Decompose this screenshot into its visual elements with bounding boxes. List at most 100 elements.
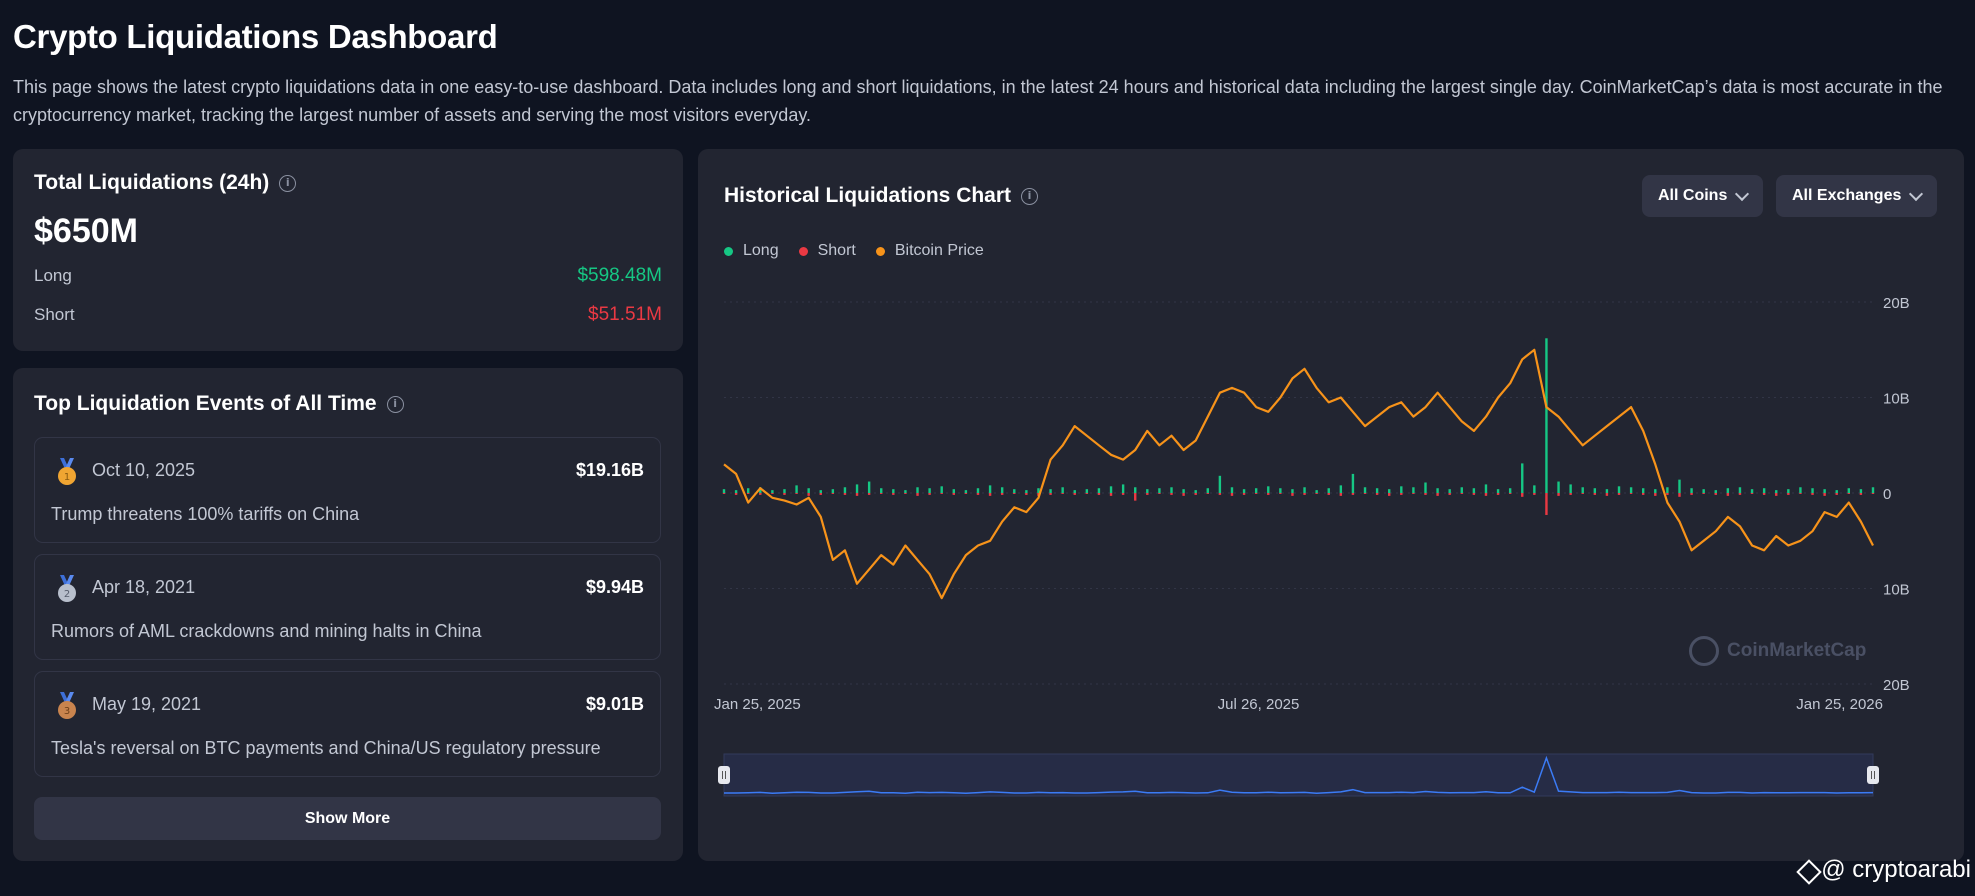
long-bar bbox=[1642, 488, 1645, 493]
long-bar bbox=[1037, 488, 1040, 493]
y-tick-label: 10B bbox=[1883, 582, 1910, 599]
long-bar bbox=[795, 485, 798, 493]
long-bar bbox=[1267, 486, 1270, 493]
liquidation-event[interactable]: 3 May 19, 2021 $9.01B Tesla's reversal o… bbox=[34, 671, 661, 777]
long-bar bbox=[1351, 473, 1355, 493]
short-bar bbox=[904, 493, 907, 494]
short-bar bbox=[1823, 493, 1826, 496]
exchanges-dropdown-label: All Exchanges bbox=[1792, 187, 1902, 204]
total-liquidations-heading: Total Liquidations (24h) i bbox=[34, 171, 297, 195]
info-icon[interactable]: i bbox=[386, 395, 404, 413]
short-bar bbox=[1508, 493, 1512, 494]
short-bar bbox=[1230, 493, 1234, 496]
info-icon[interactable]: i bbox=[279, 174, 297, 192]
short-bar bbox=[1521, 493, 1524, 497]
short-bar bbox=[1388, 493, 1391, 496]
long-bar bbox=[1388, 489, 1391, 493]
long-bar bbox=[1254, 488, 1258, 493]
legend-item-short[interactable]: Short bbox=[798, 242, 856, 260]
short-bar bbox=[1629, 493, 1633, 494]
short-bar bbox=[746, 493, 750, 494]
long-bar bbox=[746, 488, 750, 493]
short-bar bbox=[1267, 493, 1270, 495]
long-bar bbox=[831, 489, 835, 493]
long-bar bbox=[904, 490, 907, 493]
page-title: Crypto Liquidations Dashboard bbox=[13, 18, 498, 55]
x-tick-label: Jul 26, 2025 bbox=[1218, 696, 1300, 713]
short-bar bbox=[1460, 493, 1463, 494]
short-bar bbox=[1073, 493, 1076, 495]
long-bar bbox=[952, 489, 955, 493]
long-bar bbox=[1835, 490, 1838, 493]
short-bar bbox=[855, 493, 859, 496]
long-bar bbox=[1714, 490, 1717, 493]
long-bar bbox=[1013, 489, 1016, 493]
bitcoin-price-line bbox=[723, 348, 1874, 600]
legend-item-long[interactable]: Long bbox=[724, 242, 779, 260]
short-bar bbox=[1085, 493, 1089, 494]
short-bar bbox=[964, 493, 968, 494]
short-bar bbox=[1146, 493, 1149, 495]
long-bar bbox=[1702, 489, 1705, 493]
legend-item-bitcoin-price[interactable]: Bitcoin Price bbox=[875, 242, 984, 260]
page-description: This page shows the latest crypto liquid… bbox=[13, 77, 1943, 125]
long-bar bbox=[1484, 484, 1488, 493]
long-bar bbox=[988, 485, 992, 493]
long-bar bbox=[807, 488, 810, 493]
short-bar bbox=[1134, 493, 1137, 501]
long-bar bbox=[1678, 479, 1681, 493]
short-bar bbox=[1726, 493, 1730, 496]
chart-heading: Historical Liquidations Chart i bbox=[724, 184, 1039, 208]
long-bar bbox=[1775, 490, 1778, 493]
show-more-button[interactable]: Show More bbox=[34, 797, 661, 840]
coinmarketcap-watermark: CoinMarketCap bbox=[1689, 636, 1866, 666]
long-bar bbox=[1303, 487, 1306, 493]
long-bar bbox=[1496, 489, 1500, 493]
info-icon[interactable]: i bbox=[1021, 187, 1039, 205]
liquidation-event[interactable]: 1 Oct 10, 2025 $19.16B Trump threatens 1… bbox=[34, 437, 661, 543]
range-handle-icon[interactable] bbox=[718, 766, 730, 784]
long-bar bbox=[1666, 487, 1669, 493]
y-tick-label: 10B bbox=[1883, 391, 1910, 408]
short-bar bbox=[1170, 493, 1173, 495]
short-bar bbox=[1194, 493, 1197, 495]
credit-text: @ cryptoarabi bbox=[1821, 856, 1971, 883]
liquidations-chart[interactable]: 20B 10B 0 10B 20B Jan 25, 2025 Jul 26, 2025 Jan… bbox=[698, 149, 1964, 861]
total-liquidations-card: Total Liquidations (24h) i $650M Long $5… bbox=[13, 149, 683, 351]
long-bar bbox=[1412, 487, 1415, 493]
long-value: $598.48M bbox=[577, 265, 662, 286]
short-bar bbox=[1859, 493, 1863, 495]
long-bar bbox=[1230, 487, 1234, 493]
long-bar bbox=[1279, 488, 1282, 493]
long-bar bbox=[916, 487, 919, 493]
short-bar bbox=[1775, 493, 1778, 496]
long-bar bbox=[1726, 488, 1730, 493]
short-bar bbox=[1218, 493, 1222, 495]
short-bar bbox=[771, 493, 774, 494]
short-bar bbox=[940, 493, 943, 494]
coins-dropdown-label: All Coins bbox=[1658, 187, 1728, 204]
long-bar bbox=[1134, 487, 1137, 493]
event-amount: $9.94B bbox=[585, 577, 644, 597]
chart-legend: Long Short Bitcoin Price bbox=[724, 242, 984, 260]
short-bar bbox=[1847, 493, 1851, 494]
long-bar bbox=[759, 487, 762, 493]
historical-liquidations-card: Historical Liquidations Chart i All Coin… bbox=[698, 149, 1964, 861]
long-bar bbox=[1085, 489, 1089, 493]
short-bar bbox=[880, 493, 883, 494]
short-bar bbox=[1811, 493, 1814, 495]
long-bar bbox=[1762, 488, 1766, 493]
liquidation-event[interactable]: 2 Apr 18, 2021 $9.94B Rumors of AML crac… bbox=[34, 554, 661, 660]
range-handle-icon[interactable] bbox=[1867, 766, 1879, 784]
long-bar bbox=[1811, 488, 1814, 493]
binance-logo-icon bbox=[1797, 860, 1817, 880]
coins-dropdown[interactable]: All Coins bbox=[1642, 175, 1764, 217]
long-bar bbox=[892, 489, 895, 493]
short-bar bbox=[1242, 493, 1246, 495]
long-label: Long bbox=[34, 266, 72, 285]
y-tick-label: 20B bbox=[1883, 295, 1910, 312]
long-bar bbox=[1049, 489, 1052, 493]
long-bar bbox=[880, 488, 883, 493]
long-bar bbox=[928, 488, 931, 493]
exchanges-dropdown[interactable]: All Exchanges bbox=[1776, 175, 1938, 217]
